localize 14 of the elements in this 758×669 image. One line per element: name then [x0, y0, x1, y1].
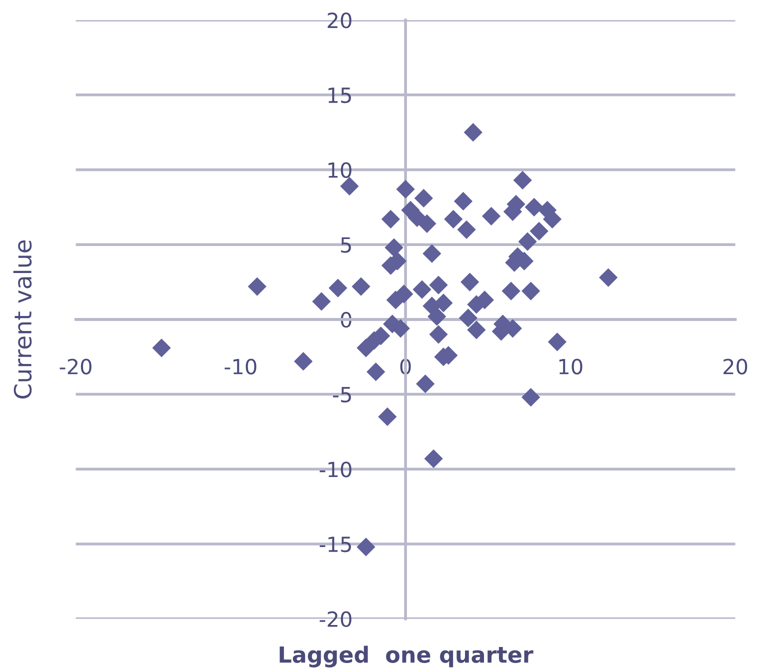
- y-tick-label: 15: [328, 88, 351, 104]
- y-axis-title: Current value: [13, 240, 32, 398]
- y-tick-label: 5: [341, 237, 351, 253]
- x-tick-label: -10: [224, 358, 256, 374]
- y-tick-label: 10: [328, 162, 352, 178]
- y-tick-label: -15: [320, 536, 351, 552]
- x-axis-title: Lagged one quarter: [280, 646, 534, 668]
- x-tick-label: 10: [559, 358, 582, 374]
- x-tick-label: -20: [60, 358, 92, 374]
- y-tick-label: -10: [320, 462, 352, 478]
- y-tick-label: -20: [320, 611, 352, 628]
- x-tick-label: 20: [724, 358, 748, 374]
- y-tick-label: 20: [328, 12, 352, 28]
- y-tick-label: -5: [333, 387, 351, 403]
